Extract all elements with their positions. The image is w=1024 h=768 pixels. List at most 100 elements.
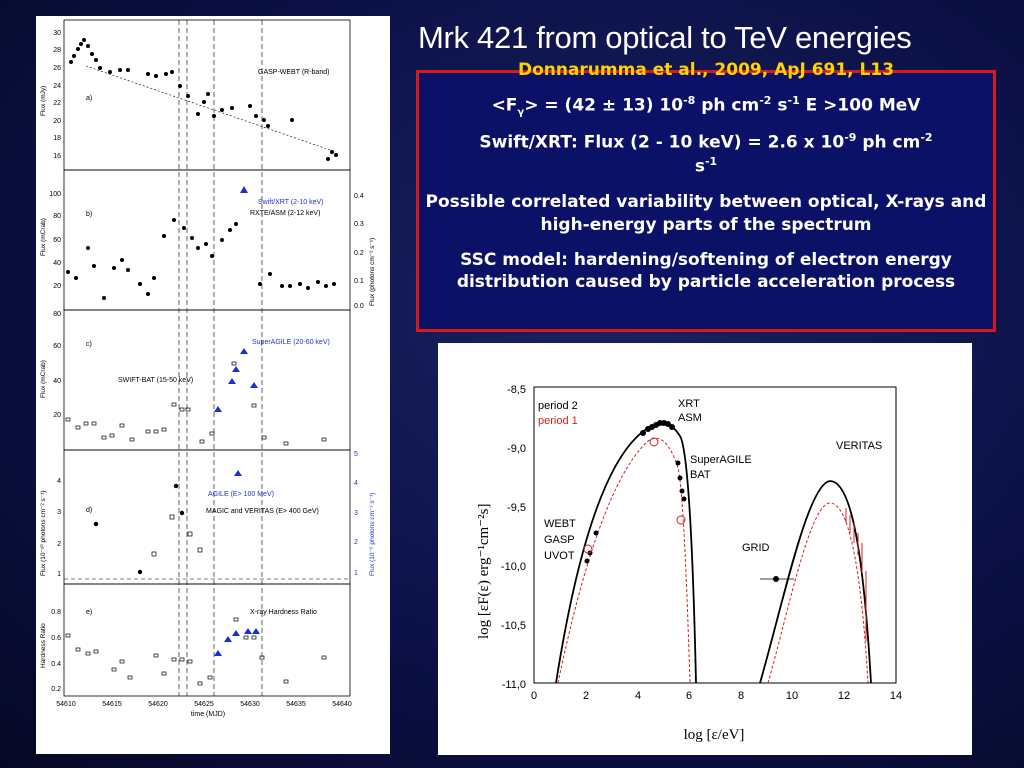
panel-b-points bbox=[66, 218, 336, 300]
svg-text:Flux (10⁻¹⁰ photons cm⁻² s⁻¹): Flux (10⁻¹⁰ photons cm⁻² s⁻¹) bbox=[39, 491, 47, 577]
svg-text:MAGIC and VERITAS (E> 400 GeV): MAGIC and VERITAS (E> 400 GeV) bbox=[206, 508, 319, 515]
svg-text:X-ray Hardness Ratio: X-ray Hardness Ratio bbox=[250, 609, 317, 616]
svg-text:Flux (mJy): Flux (mJy) bbox=[40, 86, 47, 116]
svg-text:80: 80 bbox=[53, 311, 61, 318]
svg-text:d): d) bbox=[86, 507, 92, 514]
svg-text:54625: 54625 bbox=[194, 701, 214, 708]
svg-text:GRID: GRID bbox=[742, 542, 770, 554]
svg-text:Flux (mCrab): Flux (mCrab) bbox=[40, 360, 47, 398]
svg-text:20: 20 bbox=[53, 283, 61, 290]
svg-text:24: 24 bbox=[53, 83, 61, 90]
svg-text:20: 20 bbox=[53, 412, 61, 419]
svg-text:80: 80 bbox=[53, 213, 61, 220]
svg-text:2: 2 bbox=[583, 690, 589, 702]
gamma-flux-line: <Fγ> = (42 ± 13) 10-8 ph cm-2 s-1 E >100… bbox=[491, 93, 921, 118]
svg-text:0.8: 0.8 bbox=[51, 609, 61, 616]
svg-text:100: 100 bbox=[49, 191, 61, 198]
svg-text:-8,5: -8,5 bbox=[507, 384, 526, 396]
svg-text:14: 14 bbox=[890, 690, 902, 702]
svg-text:0.4: 0.4 bbox=[51, 661, 61, 668]
panel-c-points bbox=[65, 361, 327, 446]
svg-text:UVOT: UVOT bbox=[544, 550, 575, 562]
svg-text:-10,5: -10,5 bbox=[501, 620, 526, 632]
svg-text:8: 8 bbox=[738, 690, 744, 702]
svg-text:54620: 54620 bbox=[148, 701, 168, 708]
svg-text:54610: 54610 bbox=[56, 701, 76, 708]
svg-text:e): e) bbox=[86, 609, 92, 616]
svg-text:GASP-WEBT (R-band): GASP-WEBT (R-band) bbox=[258, 69, 329, 76]
svg-text:-10,0: -10,0 bbox=[501, 561, 526, 573]
svg-text:0.1: 0.1 bbox=[354, 278, 364, 285]
svg-text:0.4: 0.4 bbox=[354, 193, 364, 200]
panel-e-frame bbox=[63, 583, 351, 697]
slide-title: Mrk 421 from optical to TeV energies bbox=[418, 20, 912, 55]
svg-text:SuperAGILE (20-60 keV): SuperAGILE (20-60 keV) bbox=[252, 339, 330, 346]
svg-text:4: 4 bbox=[635, 690, 641, 702]
svg-text:WEBT: WEBT bbox=[544, 518, 576, 530]
svg-text:b): b) bbox=[86, 211, 92, 218]
svg-text:1: 1 bbox=[57, 571, 61, 578]
svg-text:60: 60 bbox=[53, 343, 61, 350]
svg-text:period 1: period 1 bbox=[538, 415, 578, 427]
svg-text:30: 30 bbox=[53, 30, 61, 37]
svg-text:0.2: 0.2 bbox=[51, 686, 61, 693]
svg-text:26: 26 bbox=[53, 65, 61, 72]
svg-text:Swift/XRT (2-10 keV): Swift/XRT (2-10 keV) bbox=[258, 199, 324, 206]
svg-text:54615: 54615 bbox=[102, 701, 122, 708]
svg-text:60: 60 bbox=[53, 237, 61, 244]
svg-text:ASM: ASM bbox=[678, 412, 702, 424]
svg-text:10: 10 bbox=[786, 690, 798, 702]
svg-text:c): c) bbox=[86, 341, 92, 348]
svg-text:Flux (mCrab): Flux (mCrab) bbox=[40, 218, 47, 256]
svg-text:54630: 54630 bbox=[240, 701, 260, 708]
panel-d-frame bbox=[63, 449, 351, 585]
svg-text:0.2: 0.2 bbox=[354, 250, 364, 257]
svg-text:0.3: 0.3 bbox=[354, 221, 364, 228]
ssc-model-text: SSC model: hardening/softening of electr… bbox=[456, 249, 956, 293]
svg-text:54635: 54635 bbox=[286, 701, 306, 708]
panel-a-points bbox=[69, 38, 338, 161]
svg-text:40: 40 bbox=[53, 260, 61, 267]
svg-text:XRT: XRT bbox=[678, 398, 700, 410]
svg-text:-9,5: -9,5 bbox=[507, 502, 526, 514]
svg-text:20: 20 bbox=[53, 118, 61, 125]
sed-figure: -8,5 -9,0 -9,5 -10,0 -10,5 -11,0 0 2 4 6… bbox=[438, 343, 972, 755]
svg-text:RXTE/ASM (2-12 keV): RXTE/ASM (2-12 keV) bbox=[250, 210, 320, 217]
svg-text:12: 12 bbox=[838, 690, 850, 702]
svg-text:0.6: 0.6 bbox=[51, 635, 61, 642]
svg-text:22: 22 bbox=[53, 100, 61, 107]
svg-text:Flux (photons cm⁻² s⁻¹): Flux (photons cm⁻² s⁻¹) bbox=[369, 238, 376, 306]
svg-text:GASP: GASP bbox=[544, 534, 575, 546]
svg-text:40: 40 bbox=[53, 378, 61, 385]
svg-text:4: 4 bbox=[57, 478, 61, 485]
svg-text:SWIFT-BAT (15-50 keV): SWIFT-BAT (15-50 keV) bbox=[118, 377, 193, 384]
panel-e-points bbox=[65, 617, 327, 686]
svg-text:-9,0: -9,0 bbox=[507, 443, 526, 455]
svg-text:log [εF(ε) erg⁻¹cm⁻²s]: log [εF(ε) erg⁻¹cm⁻²s] bbox=[476, 504, 492, 639]
svg-text:6: 6 bbox=[686, 690, 692, 702]
svg-text:a): a) bbox=[86, 95, 92, 102]
svg-text:BAT: BAT bbox=[690, 469, 711, 481]
xrt-flux-line: Swift/XRT: Flux (2 - 10 keV) = 2.6 x 10-… bbox=[479, 131, 933, 177]
svg-text:period 2: period 2 bbox=[538, 400, 578, 412]
svg-text:SuperAGILE: SuperAGILE bbox=[690, 454, 752, 466]
sed-frame bbox=[533, 386, 897, 684]
svg-text:54640: 54640 bbox=[332, 701, 352, 708]
info-box: Donnarumma et al., 2009, ApJ 691, L13 <F… bbox=[416, 60, 996, 332]
svg-text:16: 16 bbox=[53, 153, 61, 160]
svg-text:Hardness Ratio: Hardness Ratio bbox=[40, 623, 47, 668]
svg-text:4: 4 bbox=[354, 480, 358, 487]
panel-c-frame bbox=[63, 309, 351, 451]
svg-text:0: 0 bbox=[531, 690, 537, 702]
svg-text:AGILE (E> 100 MeV): AGILE (E> 100 MeV) bbox=[208, 491, 274, 498]
svg-text:VERITAS: VERITAS bbox=[836, 440, 882, 452]
svg-text:28: 28 bbox=[53, 47, 61, 54]
svg-text:log [ε/eV]: log [ε/eV] bbox=[684, 727, 745, 743]
svg-text:0.0: 0.0 bbox=[354, 303, 364, 310]
svg-text:1: 1 bbox=[354, 570, 358, 577]
svg-text:3: 3 bbox=[354, 510, 358, 517]
svg-text:2: 2 bbox=[57, 541, 61, 548]
svg-text:time (MJD): time (MJD) bbox=[191, 711, 225, 718]
svg-text:5: 5 bbox=[354, 451, 358, 458]
citation: Donnarumma et al., 2009, ApJ 691, L13 bbox=[517, 60, 895, 80]
